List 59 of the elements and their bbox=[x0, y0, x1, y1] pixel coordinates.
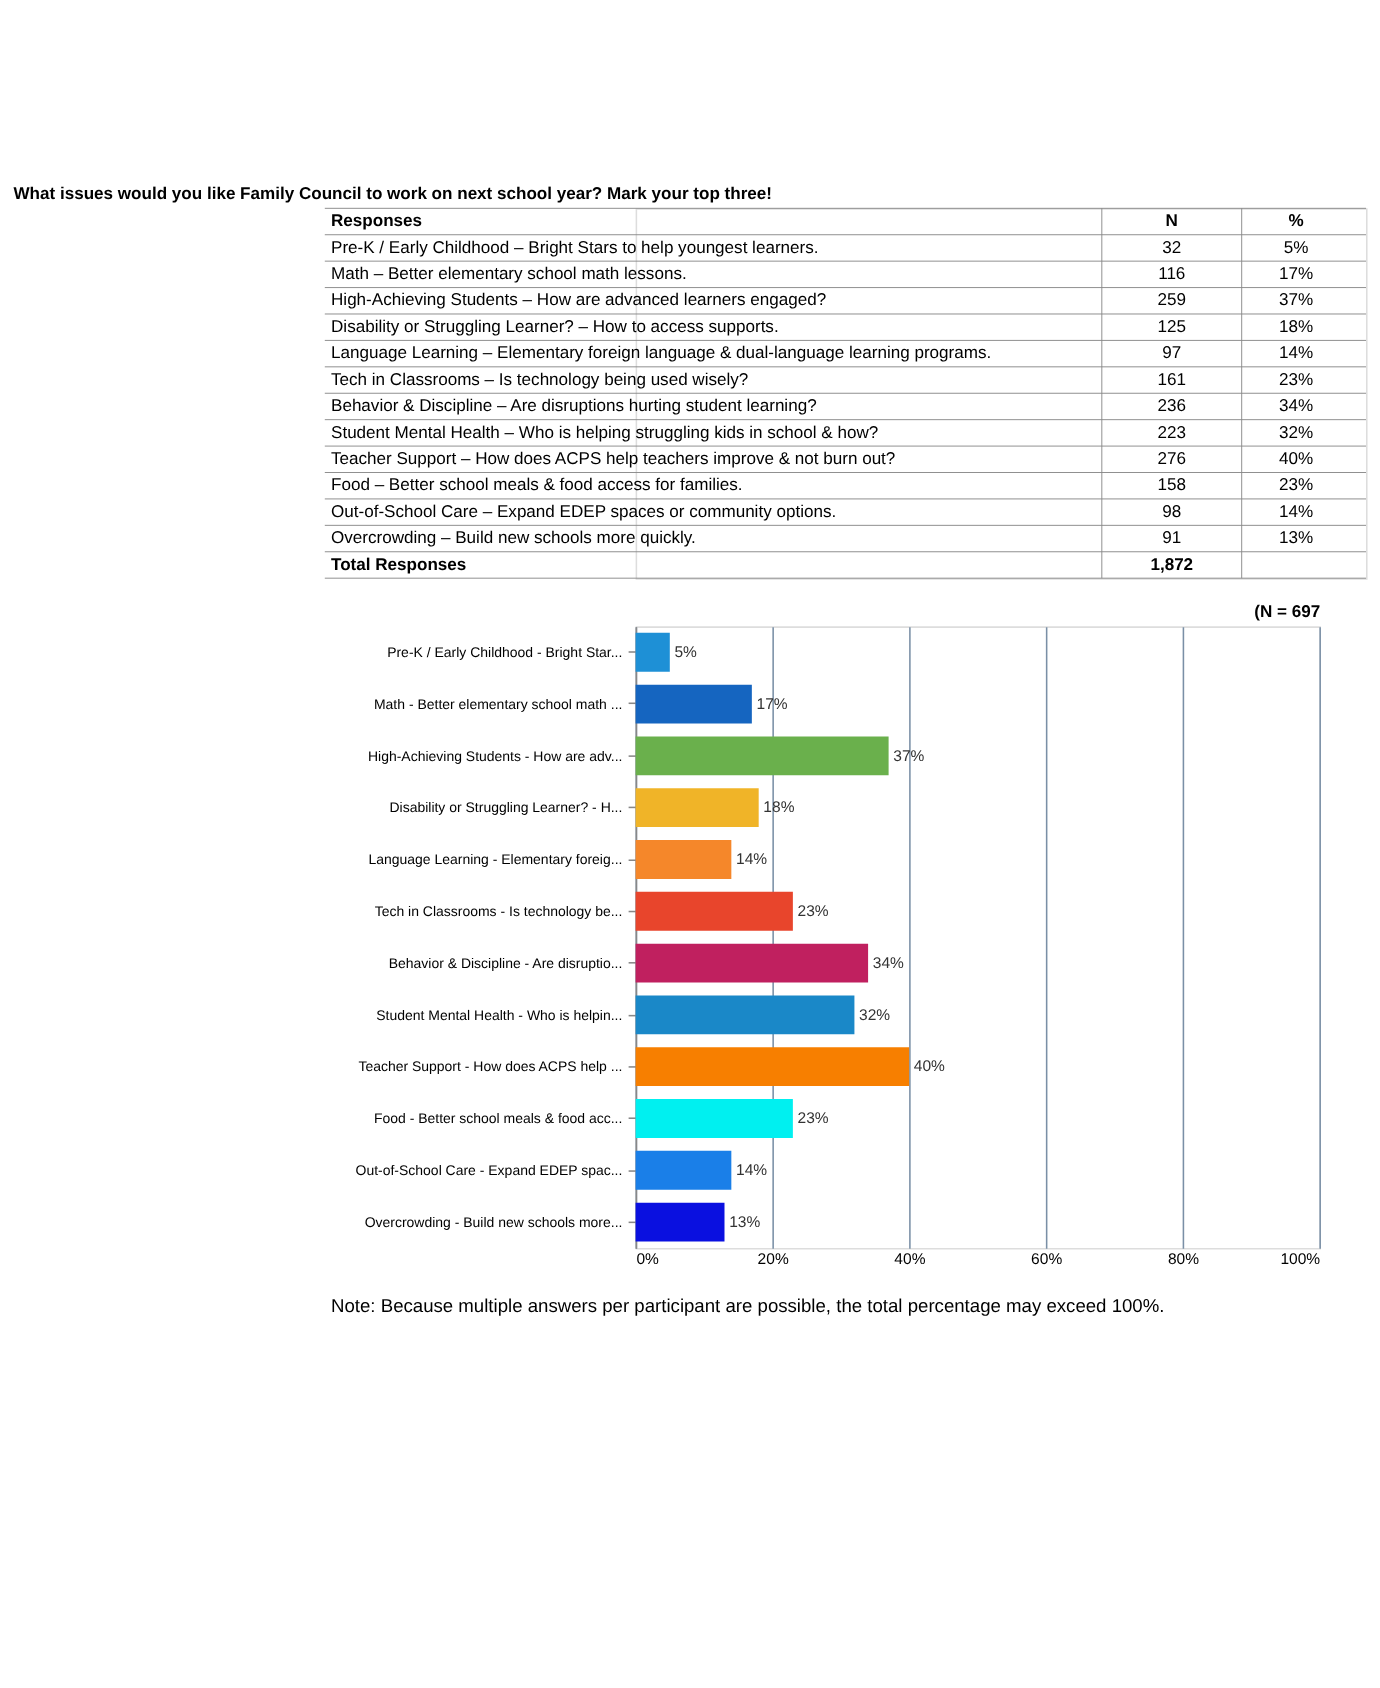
category-label: Student Mental Health – Who is helping struggling kids in school & how? bbox=[331, 421, 879, 442]
data-label: 161 bbox=[1157, 368, 1187, 389]
category-label: Pre-K / Early Childhood – Bright Stars to help youngest learners. bbox=[331, 236, 819, 257]
data-label: 125 bbox=[1157, 315, 1187, 336]
category-label: High-Achieving Students – How are advanced learners engaged? bbox=[331, 289, 827, 310]
category-label: Tech in Classrooms – Is technology being used wisely? bbox=[331, 368, 749, 389]
data-label: 23% bbox=[797, 901, 829, 920]
data-label: 18% bbox=[1279, 315, 1314, 336]
data-label: 40% bbox=[913, 1057, 946, 1076]
data-label: 23% bbox=[1279, 368, 1314, 389]
data-label: 14% bbox=[1279, 500, 1314, 521]
category-label: Behavior & Discipline – Are disruptions hurting student learning? bbox=[331, 395, 818, 416]
data-label: 276 bbox=[1157, 447, 1187, 468]
category-label: Out-of-School Care – Expand EDEP spaces or community options. bbox=[331, 500, 837, 521]
x-tick-label: 40% bbox=[894, 1250, 926, 1269]
data-label: 223 bbox=[1157, 421, 1187, 442]
data-label: 34% bbox=[1279, 395, 1314, 416]
x-tick-label: 100% bbox=[1280, 1250, 1321, 1269]
x-tick-label: 60% bbox=[1031, 1250, 1063, 1269]
text: Note: Because multiple answers per participant are possible, the total percentage may exceed 100%. bbox=[331, 1295, 1165, 1316]
data-label: 13% bbox=[729, 1212, 761, 1231]
category-label: Language Learning – Elementary foreign language & dual-language learning programs. bbox=[331, 342, 992, 363]
x-tick-label: 0% bbox=[636, 1250, 660, 1269]
data-label: 40% bbox=[1279, 447, 1314, 468]
data-label: 98 bbox=[1162, 500, 1182, 521]
data-label: 97 bbox=[1162, 342, 1182, 363]
text: Total Responses bbox=[331, 553, 467, 574]
data-label: 5% bbox=[1283, 236, 1310, 257]
data-label: 14% bbox=[736, 850, 768, 869]
category-label: Disability or Struggling Learner? – How to access supports. bbox=[331, 315, 779, 336]
text: Responses bbox=[331, 210, 423, 231]
text: (N = 697 bbox=[1254, 601, 1321, 622]
data-label: 5% bbox=[674, 642, 698, 661]
data-label: 32% bbox=[1279, 421, 1314, 442]
data-label: 236 bbox=[1157, 395, 1187, 416]
data-label: 91 bbox=[1162, 527, 1182, 548]
data-label: 259 bbox=[1157, 289, 1187, 310]
category-label: Overcrowding – Build new schools more quickly. bbox=[331, 527, 696, 548]
data-label: 13% bbox=[1279, 527, 1314, 548]
data-label: 14% bbox=[1279, 342, 1314, 363]
x-tick-label: 20% bbox=[757, 1250, 789, 1269]
data-label: 23% bbox=[1279, 474, 1314, 495]
data-label: 14% bbox=[736, 1160, 768, 1179]
data-label: 32 bbox=[1162, 236, 1182, 257]
text: % bbox=[1288, 210, 1305, 231]
category-label: Teacher Support – How does ACPS help teachers improve & not burn out? bbox=[331, 447, 896, 468]
text: N bbox=[1165, 210, 1178, 231]
data-label: 34% bbox=[872, 953, 905, 972]
data-label: 37% bbox=[1279, 289, 1314, 310]
data-label: 158 bbox=[1157, 474, 1187, 495]
data-label: 32% bbox=[859, 1005, 891, 1024]
text: 1,872 bbox=[1150, 553, 1194, 574]
data-label: 17% bbox=[1279, 263, 1314, 284]
category-label: Math – Better elementary school math lessons. bbox=[331, 263, 687, 284]
category-label: Food – Better school meals & food access for families. bbox=[331, 474, 743, 495]
data-label: 116 bbox=[1158, 263, 1186, 284]
data-label: 23% bbox=[797, 1109, 829, 1128]
text: What issues would you like Family Council to work on next school year? Mark your top three! bbox=[13, 182, 773, 203]
x-tick-label: 80% bbox=[1167, 1250, 1200, 1269]
